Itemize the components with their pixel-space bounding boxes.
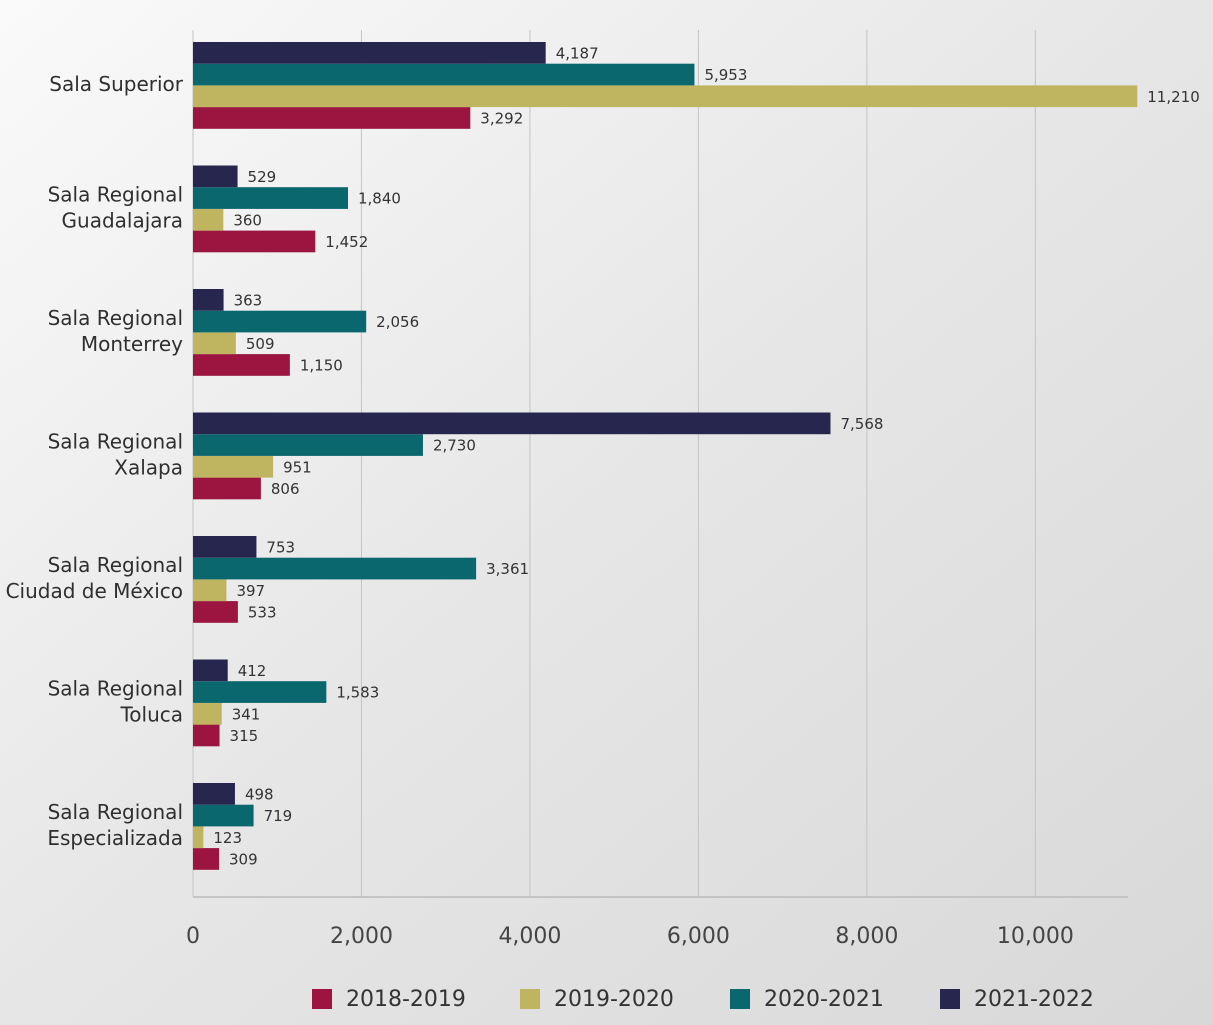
- value-label: 1,583: [336, 684, 379, 702]
- legend-swatch: [730, 989, 750, 1009]
- category-label: Guadalajara: [62, 208, 183, 232]
- category-label: Sala Regional: [48, 676, 183, 700]
- value-label: 1,150: [300, 356, 343, 374]
- value-label: 123: [213, 829, 242, 847]
- bar: [193, 107, 470, 129]
- value-label: 2,730: [433, 437, 476, 455]
- bar: [193, 332, 236, 354]
- bar: [193, 311, 366, 333]
- bar: [193, 579, 226, 601]
- category-label: Sala Regional: [48, 800, 183, 824]
- category-label: Sala Regional: [48, 553, 183, 577]
- bar: [193, 558, 476, 580]
- bar: [193, 166, 238, 188]
- legend-swatch: [940, 989, 960, 1009]
- category-label: Monterrey: [81, 332, 183, 356]
- value-label: 719: [264, 807, 293, 825]
- value-label: 11,210: [1147, 88, 1200, 106]
- bar: [193, 681, 326, 703]
- chart: 0 2,000 4,000 6,000 8,000 10,000 Sala Superior…: [0, 0, 1213, 1025]
- category-label: Especializada: [47, 826, 183, 850]
- bar: [193, 64, 694, 86]
- bar: [193, 231, 315, 253]
- bar: [193, 42, 546, 64]
- category-label: Sala Regional: [48, 182, 183, 206]
- category-label: Xalapa: [114, 455, 183, 479]
- value-label: 753: [266, 538, 295, 556]
- x-tick-label: 10,000: [997, 924, 1074, 949]
- value-label: 1,452: [325, 233, 368, 251]
- value-label: 412: [238, 662, 267, 680]
- bar: [193, 805, 254, 827]
- value-label: 315: [230, 727, 259, 745]
- legend-label: 2021-2022: [974, 987, 1094, 1012]
- bar: [193, 289, 224, 311]
- category-label: Sala Superior: [49, 72, 184, 96]
- bar: [193, 703, 222, 725]
- x-tick-label: 8,000: [835, 924, 898, 949]
- x-tick-label: 4,000: [498, 924, 561, 949]
- bar: [193, 187, 348, 209]
- legend-swatch: [520, 989, 540, 1009]
- value-label: 363: [234, 291, 263, 309]
- value-label: 806: [271, 480, 300, 498]
- value-label: 2,056: [376, 313, 419, 331]
- category-label: Toluca: [119, 702, 183, 726]
- bar: [193, 354, 290, 376]
- bar: [193, 85, 1137, 107]
- value-label: 509: [246, 335, 275, 353]
- category-label: Ciudad de México: [6, 579, 183, 603]
- value-label: 4,187: [556, 44, 599, 62]
- bar: [193, 536, 256, 558]
- legend-label: 2018-2019: [346, 987, 466, 1012]
- bar: [193, 848, 219, 870]
- value-label: 7,568: [840, 415, 883, 433]
- background: [0, 0, 1213, 1025]
- value-label: 397: [236, 582, 265, 600]
- value-label: 5,953: [704, 66, 747, 84]
- value-label: 3,361: [486, 560, 529, 578]
- x-tick-label: 6,000: [667, 924, 730, 949]
- legend-label: 2019-2020: [554, 987, 674, 1012]
- value-label: 533: [248, 603, 277, 621]
- value-label: 360: [233, 211, 262, 229]
- bar: [193, 478, 261, 500]
- value-label: 951: [283, 458, 312, 476]
- value-label: 341: [232, 705, 261, 723]
- value-label: 498: [245, 785, 274, 803]
- bar: [193, 209, 223, 231]
- bar: [193, 725, 220, 747]
- value-label: 3,292: [480, 109, 523, 127]
- value-label: 309: [229, 850, 258, 868]
- value-label: 1,840: [358, 190, 401, 208]
- bar: [193, 456, 273, 478]
- x-tick-label: 0: [186, 924, 200, 949]
- legend-swatch: [312, 989, 332, 1009]
- bar: [193, 826, 203, 848]
- legend-label: 2020-2021: [764, 987, 884, 1012]
- bar: [193, 601, 238, 623]
- category-label: Sala Regional: [48, 429, 183, 453]
- bar: [193, 783, 235, 805]
- bar: [193, 434, 423, 456]
- bar: [193, 660, 228, 682]
- category-label: Sala Regional: [48, 306, 183, 330]
- bar: [193, 413, 830, 435]
- value-label: 529: [248, 168, 277, 186]
- x-tick-label: 2,000: [330, 924, 393, 949]
